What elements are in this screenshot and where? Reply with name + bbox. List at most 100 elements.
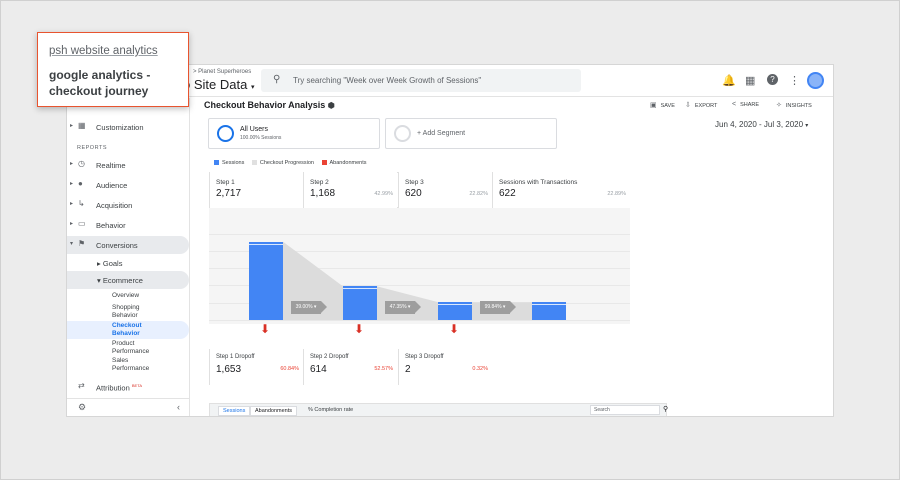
active-item-highlight: [67, 321, 189, 339]
funnel-bar[interactable]: [249, 241, 283, 320]
step-header-3[interactable]: Step 3 620 22.82%: [398, 172, 492, 208]
verified-icon: ⬢: [327, 101, 335, 110]
chevron-right-icon: ▸: [70, 221, 74, 227]
sidebar-item-behavior[interactable]: ▸ ▭ Behavior: [67, 216, 189, 234]
step-value: 1,168: [310, 188, 336, 199]
dropoff-percent: 52.57%: [374, 366, 393, 372]
tab-sessions[interactable]: Sessions: [218, 406, 251, 416]
sidebar-item-label: Behavior: [96, 221, 126, 230]
step-value: 2,717: [216, 188, 242, 199]
add-segment-label: + Add Segment: [417, 130, 466, 137]
dropoff-1[interactable]: Step 1 Dropoff 1,653 60.84%: [209, 349, 303, 385]
sidebar-item-acquisition[interactable]: ▸ ↳ Acquisition: [67, 196, 189, 214]
progression-badge[interactable]: 47.35% ▾: [385, 301, 421, 314]
funnel-bar[interactable]: [438, 302, 472, 320]
analytics-window: > Planet Superheroes o Site Data ▾ ⚲ Try…: [66, 64, 834, 417]
beta-badge: BETA: [131, 383, 143, 388]
dropoff-label: Step 3 Dropoff: [405, 354, 444, 360]
tab-abandonments[interactable]: Abandonments: [250, 406, 297, 416]
sidebar-item-conversions[interactable]: ▾ ⚑ Conversions: [67, 236, 189, 254]
step-label: Sessions with Transactions: [499, 179, 578, 186]
sidebar-item-customization[interactable]: ▸ ▦ Customization: [67, 118, 189, 136]
bell-icon[interactable]: 🔔: [722, 75, 736, 87]
step-header-2[interactable]: Step 2 1,168 42.99%: [303, 172, 397, 208]
segment-all-users[interactable]: All Users 100.00% Sessions: [208, 118, 380, 149]
chevron-down-icon: ▾: [97, 276, 103, 285]
main-content: Checkout Behavior Analysis ⬢ ▣ SAVE ⇩ EXPO…: [191, 98, 833, 416]
breadcrumb[interactable]: > Planet Superheroes: [193, 69, 252, 75]
step-header-1[interactable]: Step 1 2,717: [209, 172, 303, 208]
table-search-placeholder: Search: [594, 407, 610, 413]
chevron-right-icon: ▸: [70, 161, 74, 167]
sidebar-item-label: Conversions: [96, 241, 138, 250]
save-icon: ▣: [650, 102, 657, 109]
gridline: [209, 285, 630, 287]
export-button[interactable]: ⇩ EXPORT: [685, 101, 717, 109]
dropoff-3[interactable]: Step 3 Dropoff 2 0.32%: [398, 349, 492, 385]
gridline: [209, 233, 630, 235]
behavior-icon: ▭: [78, 219, 86, 228]
sidebar-item-audience[interactable]: ▸ ● Audience: [67, 176, 189, 194]
add-segment-button[interactable]: + Add Segment: [385, 118, 557, 149]
progression-badge[interactable]: 39.00% ▾: [291, 301, 327, 314]
search-bar[interactable]: ⚲ Try searching "Week over Week Growth o…: [261, 69, 581, 92]
save-button[interactable]: ▣ SAVE: [650, 101, 675, 109]
help-icon[interactable]: ?: [767, 74, 778, 85]
legend-swatch: [251, 160, 257, 166]
funnel-bar[interactable]: [532, 302, 566, 320]
chevron-right-icon: ▸: [70, 201, 74, 207]
insights-button[interactable]: ✧ INSIGHTS: [776, 101, 812, 109]
legend-swatch: [321, 160, 327, 166]
sidebar-item-label: Audience: [96, 181, 128, 190]
goals-label: Goals: [102, 259, 123, 268]
view-label: o Site Data: [183, 77, 248, 92]
sidebar-item-goals[interactable]: ▸ Goals: [67, 254, 189, 272]
step-percent: 42.99%: [374, 191, 393, 197]
export-label: EXPORT: [694, 103, 718, 109]
step-label: Step 3: [405, 179, 424, 186]
sidebar-item-realtime[interactable]: ▸ ◷ Realtime: [67, 156, 189, 174]
sidebar-item-ecommerce[interactable]: ▾ Ecommerce: [67, 271, 189, 289]
dropoff-arrow-icon: ⬇: [354, 322, 365, 336]
chevron-right-icon: ▸: [97, 259, 103, 268]
collapse-icon[interactable]: ‹: [177, 402, 180, 412]
sidebar: ▸ ▦ Customization REPORTS ▸ ◷ Realtime ▸…: [67, 98, 190, 416]
insights-label: INSIGHTS: [785, 103, 812, 109]
dropoff-arrow-icon: ⬇: [260, 322, 271, 336]
table-search-input[interactable]: Search: [590, 405, 660, 415]
dropoff-2[interactable]: Step 2 Dropoff 614 52.57%: [303, 349, 397, 385]
sidebar-sub-product-performance[interactable]: Product Performance: [112, 340, 150, 355]
progression-badge[interactable]: 99.84% ▾: [480, 301, 516, 314]
share-label: SHARE: [740, 102, 760, 108]
avatar[interactable]: [807, 72, 824, 89]
sidebar-sub-overview[interactable]: Overview: [112, 292, 140, 299]
step-value: 622: [499, 188, 516, 199]
add-segment-circle-icon: [394, 125, 411, 142]
top-bar: > Planet Superheroes o Site Data ▾ ⚲ Try…: [67, 65, 833, 97]
step-percent: 22.89%: [607, 191, 626, 197]
more-vert-icon[interactable]: ⋮: [789, 75, 800, 87]
apps-icon[interactable]: ▦: [745, 75, 756, 87]
step-header-4[interactable]: Sessions with Transactions 622 22.89%: [492, 172, 630, 208]
funnel-bar[interactable]: [343, 286, 377, 320]
sidebar-sub-sales-performance[interactable]: Sales Performance: [112, 357, 150, 372]
acquisition-icon: ↳: [78, 199, 85, 208]
gear-icon[interactable]: ⚙: [78, 402, 87, 412]
share-button[interactable]: < SHARE: [732, 101, 759, 108]
sidebar-item-label: Acquisition: [96, 201, 133, 210]
search-icon[interactable]: ⚲: [663, 406, 669, 413]
view-selector[interactable]: o Site Data ▾: [183, 77, 254, 92]
annotation-callout: psh website analytics google analytics -…: [37, 32, 189, 107]
dropoff-value: 1,653: [216, 364, 242, 375]
date-range-picker[interactable]: Jun 4, 2020 - Jul 3, 2020 ▾: [715, 120, 808, 129]
caret-down-icon: ▾: [805, 123, 809, 129]
sidebar-footer: ⚙ ‹: [67, 398, 189, 416]
table-tabs: Sessions Abandonments % Completion rate …: [209, 403, 669, 416]
search-icon: ⚲: [273, 74, 281, 85]
sidebar-item-attribution[interactable]: ⇄ Attribution BETA: [67, 378, 189, 396]
caret-down-icon: ▾: [250, 84, 255, 91]
sidebar-sub-shopping-behavior[interactable]: Shopping Behavior: [112, 304, 140, 319]
sidebar-sub-checkout-behavior[interactable]: Checkout Behavior: [112, 322, 142, 337]
step-label: Step 1: [216, 179, 235, 186]
step-value: 620: [405, 188, 422, 199]
